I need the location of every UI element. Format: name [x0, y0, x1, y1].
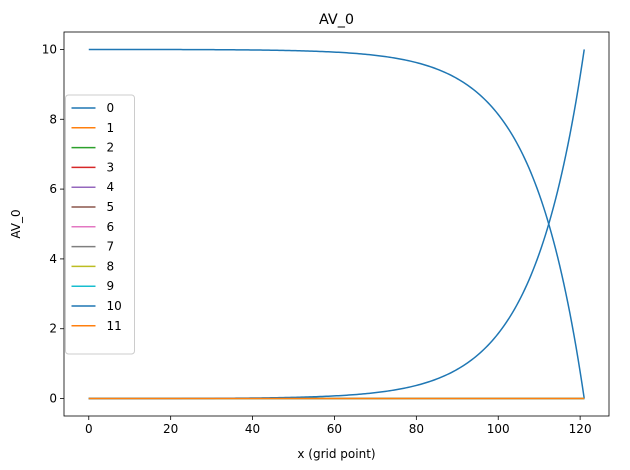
legend-label: 8 [107, 259, 115, 273]
legend-label: 7 [107, 240, 115, 254]
legend: 0 1 2 3 4 5 6 7 8 9 10 11 [65, 94, 135, 355]
x-tick-label: 20 [163, 422, 178, 436]
x-tick-label: 120 [569, 422, 592, 436]
legend-item: 5 [71, 200, 115, 214]
legend-item: 0 [71, 101, 115, 115]
legend-item: 6 [71, 220, 115, 234]
legend-item: 4 [71, 180, 115, 194]
legend-item: 11 [71, 319, 122, 333]
legend-label: 9 [107, 279, 115, 293]
plot-area [64, 32, 609, 416]
legend-label: 0 [107, 101, 115, 115]
y-tick-label: 10 [42, 42, 57, 56]
legend-label: 2 [107, 141, 115, 155]
legend-item: 1 [71, 121, 115, 135]
chart-title: AV_0 [319, 12, 354, 28]
x-axis-label: x (grid point) [297, 447, 375, 461]
y-tick-label: 8 [49, 112, 57, 126]
series-layer [88, 48, 585, 400]
series-line-0 [88, 48, 585, 399]
x-tick-label: 0 [85, 422, 93, 436]
y-tick-label: 4 [49, 252, 57, 266]
y-axis-label: AV_0 [9, 209, 23, 238]
legend-item: 2 [71, 141, 115, 155]
legend-label: 3 [107, 160, 115, 174]
legend-box [65, 94, 135, 355]
legend-item: 7 [71, 240, 115, 254]
legend-item: 9 [71, 279, 115, 293]
legend-label: 10 [107, 299, 122, 313]
plot-frame [63, 31, 610, 417]
y-tick-label: 0 [49, 392, 57, 406]
legend-label: 5 [107, 200, 115, 214]
y-tick-label: 6 [49, 182, 57, 196]
legend-label: 4 [107, 180, 115, 194]
y-axis: 0 2 4 6 8 10 [42, 42, 64, 406]
x-axis: 0 20 40 60 80 100 120 [85, 416, 592, 436]
legend-item: 10 [71, 299, 122, 313]
legend-item: 3 [71, 160, 115, 174]
x-tick-label: 80 [409, 422, 424, 436]
legend-item: 8 [71, 259, 115, 273]
legend-label: 1 [107, 121, 115, 135]
y-tick-label: 2 [49, 322, 57, 336]
legend-label: 6 [107, 220, 115, 234]
x-tick-label: 100 [487, 422, 510, 436]
legend-label: 11 [107, 319, 122, 333]
x-tick-label: 40 [245, 422, 260, 436]
x-tick-label: 60 [327, 422, 342, 436]
